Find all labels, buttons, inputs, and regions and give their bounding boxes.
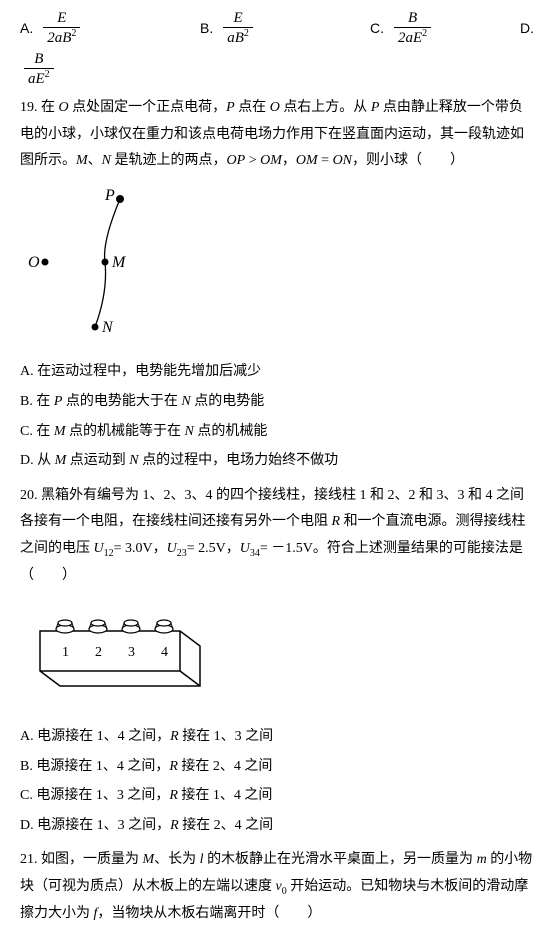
terminal-label-1: 1 [62, 645, 69, 660]
q20-choice-c: C. 电源接在 1、3 之间，R 接在 1、4 之间 [20, 783, 533, 810]
fraction: B 2aE2 [394, 10, 431, 46]
q18-options: A. E 2aB2 B. E aB2 C. B 2aE2 D. [20, 10, 533, 46]
q18-option-d-label: D. [520, 15, 540, 42]
q18-option-c: C. B 2aE2 [370, 10, 520, 46]
q18-option-a: A. E 2aB2 [20, 10, 200, 46]
figure-label-P: P [104, 187, 115, 204]
q20-stem: 20. 黑箱外有编号为 1、2、3、4 的四个接线柱，接线柱 1 和 2、2 和… [20, 483, 533, 590]
q21-stem: 21. 如图，一质量为 M、长为 l 的木板静止在光滑水平桌面上，另一质量为 m… [20, 847, 533, 927]
terminal-4 [155, 620, 173, 633]
fraction: B aE2 [24, 51, 54, 87]
fraction: E 2aB2 [43, 10, 80, 46]
q19-figure: O P M N [20, 187, 533, 348]
terminal-label-3: 3 [128, 645, 135, 660]
terminal-label-2: 2 [95, 645, 102, 660]
q20-choice-a: A. 电源接在 1、4 之间，R 接在 1、3 之间 [20, 724, 533, 751]
q20-choice-d: D. 电源接在 1、3 之间，R 接在 2、4 之间 [20, 813, 533, 840]
option-label: D. [520, 15, 534, 42]
q19-choice-c: C. 在 M 点的机械能等于在 N 点的机械能 [20, 419, 533, 446]
q20-figure: 1 2 3 4 [20, 601, 533, 712]
figure-label-N: N [101, 319, 114, 336]
q18-option-b: B. E aB2 [200, 10, 370, 46]
terminal-label-4: 4 [161, 645, 168, 660]
option-label: A. [20, 15, 33, 42]
fraction: E aB2 [223, 10, 253, 46]
q19-choice-b: B. 在 P 点的电势能大于在 N 点的电势能 [20, 389, 533, 416]
q19-choice-d: D. 从 M 点运动到 N 点的过程中，电场力始终不做功 [20, 448, 533, 475]
figure-label-M: M [111, 254, 127, 271]
terminal-1 [56, 620, 74, 633]
q20-choice-b: B. 电源接在 1、4 之间，R 接在 2、4 之间 [20, 754, 533, 781]
option-label: B. [200, 15, 213, 42]
option-label: C. [370, 15, 384, 42]
figure-label-O: O [28, 254, 40, 271]
q19-stem: 19. 在 O 点处固定一个正点电荷，P 点在 O 点右上方。从 P 点由静止释… [20, 95, 533, 175]
q18-option-d-frac: B aE2 [20, 51, 533, 87]
q19-choice-a: A. 在运动过程中，电势能先增加后减少 [20, 359, 533, 386]
terminal-2 [89, 620, 107, 633]
terminal-3 [122, 620, 140, 633]
